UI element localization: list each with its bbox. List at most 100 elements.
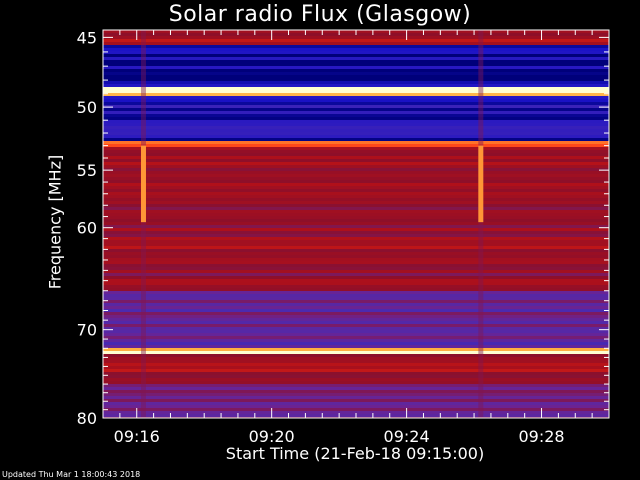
spectrogram-row: [103, 300, 609, 303]
spectrogram-row: [103, 405, 609, 408]
spectrogram-row: [103, 195, 609, 198]
spectrogram-row: [103, 294, 609, 297]
spectrogram-row: [103, 84, 609, 87]
spectrogram-row: [103, 375, 609, 378]
spectrogram-heatmap: [103, 30, 609, 418]
spectrogram-row: [103, 87, 609, 90]
spectrogram-row: [103, 318, 609, 321]
x-tick-label: 09:28: [518, 427, 564, 446]
spectrogram-row: [103, 54, 609, 57]
spectrogram-row: [103, 390, 609, 393]
spectrogram-row: [103, 309, 609, 312]
spectrogram-row: [103, 189, 609, 192]
spectrogram-row: [103, 366, 609, 369]
spectrogram-row: [103, 225, 609, 228]
spectrogram-row: [103, 396, 609, 399]
spectrogram-row: [103, 252, 609, 255]
spectrogram-row: [103, 399, 609, 402]
spectrogram-row: [103, 63, 609, 66]
spectrogram-row: [103, 135, 609, 138]
spectrogram-row: [103, 48, 609, 51]
spectrogram-row: [103, 120, 609, 123]
spectrogram-row: [103, 279, 609, 282]
spectrogram-row: [103, 150, 609, 153]
spectrogram-row: [103, 123, 609, 126]
spectrogram-row: [103, 330, 609, 333]
spectrogram-row: [103, 222, 609, 225]
spectrogram-row: [103, 102, 609, 105]
spectrogram-row: [103, 180, 609, 183]
spectrogram-row: [103, 312, 609, 315]
spectrogram-row: [103, 198, 609, 201]
spectrogram-row: [103, 255, 609, 258]
spectrogram-row: [103, 267, 609, 270]
spectrogram-row: [103, 90, 609, 93]
spectrogram-row: [103, 285, 609, 288]
y-tick-label: 45: [77, 28, 97, 47]
spectrogram-row: [103, 72, 609, 75]
spectrogram-row: [103, 156, 609, 159]
spectrogram-row: [103, 138, 609, 141]
updated-timestamp: Updated Thu Mar 1 18:00:43 2018: [2, 470, 141, 479]
spectrogram-row: [103, 171, 609, 174]
spectrogram-row: [103, 363, 609, 366]
spectrogram-row: [103, 213, 609, 216]
spectrogram-row: [103, 81, 609, 84]
spectrogram-row: [103, 273, 609, 276]
spectrogram-row: [103, 408, 609, 411]
spectrogram-row: [103, 360, 609, 363]
spectrogram-row: [103, 261, 609, 264]
spectrogram-row: [103, 237, 609, 240]
spectrogram-row: [103, 387, 609, 390]
spectrogram-row: [103, 219, 609, 222]
spectrogram-row: [103, 324, 609, 327]
spectrogram-row: [103, 207, 609, 210]
spectrogram-row: [103, 174, 609, 177]
spectrogram-row: [103, 348, 609, 351]
spectrogram-row: [103, 216, 609, 219]
spectrogram-row: [103, 231, 609, 234]
chart-title: Solar radio Flux (Glasgow): [168, 2, 472, 27]
spectrogram-row: [103, 57, 609, 60]
burst-trace: [478, 30, 484, 418]
x-tick-label: 09:16: [114, 427, 160, 446]
spectrogram-row: [103, 75, 609, 78]
y-tick-label: 80: [77, 409, 97, 428]
y-tick-label: 70: [77, 321, 97, 340]
spectrogram-row: [103, 96, 609, 99]
spectrogram-row: [103, 240, 609, 243]
x-axis-label: Start Time (21-Feb-18 09:15:00): [225, 444, 485, 463]
spectrogram-row: [103, 204, 609, 207]
spectrogram-row: [103, 183, 609, 186]
spectrogram-row: [103, 45, 609, 48]
spectrogram-row: [103, 249, 609, 252]
spectrogram-row: [103, 333, 609, 336]
spectrogram-row: [103, 60, 609, 63]
spectrogram-row: [103, 345, 609, 348]
spectrogram-row: [103, 114, 609, 117]
axes: 45 50 55 60 70 80 09:16 09:20 09:24 09:28: [77, 28, 610, 446]
spectrogram-row: [103, 162, 609, 165]
spectrogram-row: [103, 327, 609, 330]
spectrogram-row: [103, 99, 609, 102]
burst-trace: [140, 30, 146, 418]
spectrogram-row: [103, 270, 609, 273]
spectrogram-row: [103, 243, 609, 246]
spectrogram-row: [103, 369, 609, 372]
spectrogram-row: [103, 147, 609, 150]
spectrogram-row: [103, 153, 609, 156]
spectrogram-row: [103, 159, 609, 162]
spectrogram-row: [103, 129, 609, 132]
spectrogram-row: [103, 297, 609, 300]
spectrogram-row: [103, 39, 609, 42]
spectrogram-row: [103, 42, 609, 45]
spectrogram-row: [103, 192, 609, 195]
spectrogram-row: [103, 93, 609, 96]
spectrogram-row: [103, 177, 609, 180]
spectrogram-row: [103, 342, 609, 345]
y-tick-label: 50: [77, 98, 97, 117]
spectrogram-row: [103, 234, 609, 237]
burst-event: [140, 145, 146, 223]
spectrogram-row: [103, 141, 609, 144]
